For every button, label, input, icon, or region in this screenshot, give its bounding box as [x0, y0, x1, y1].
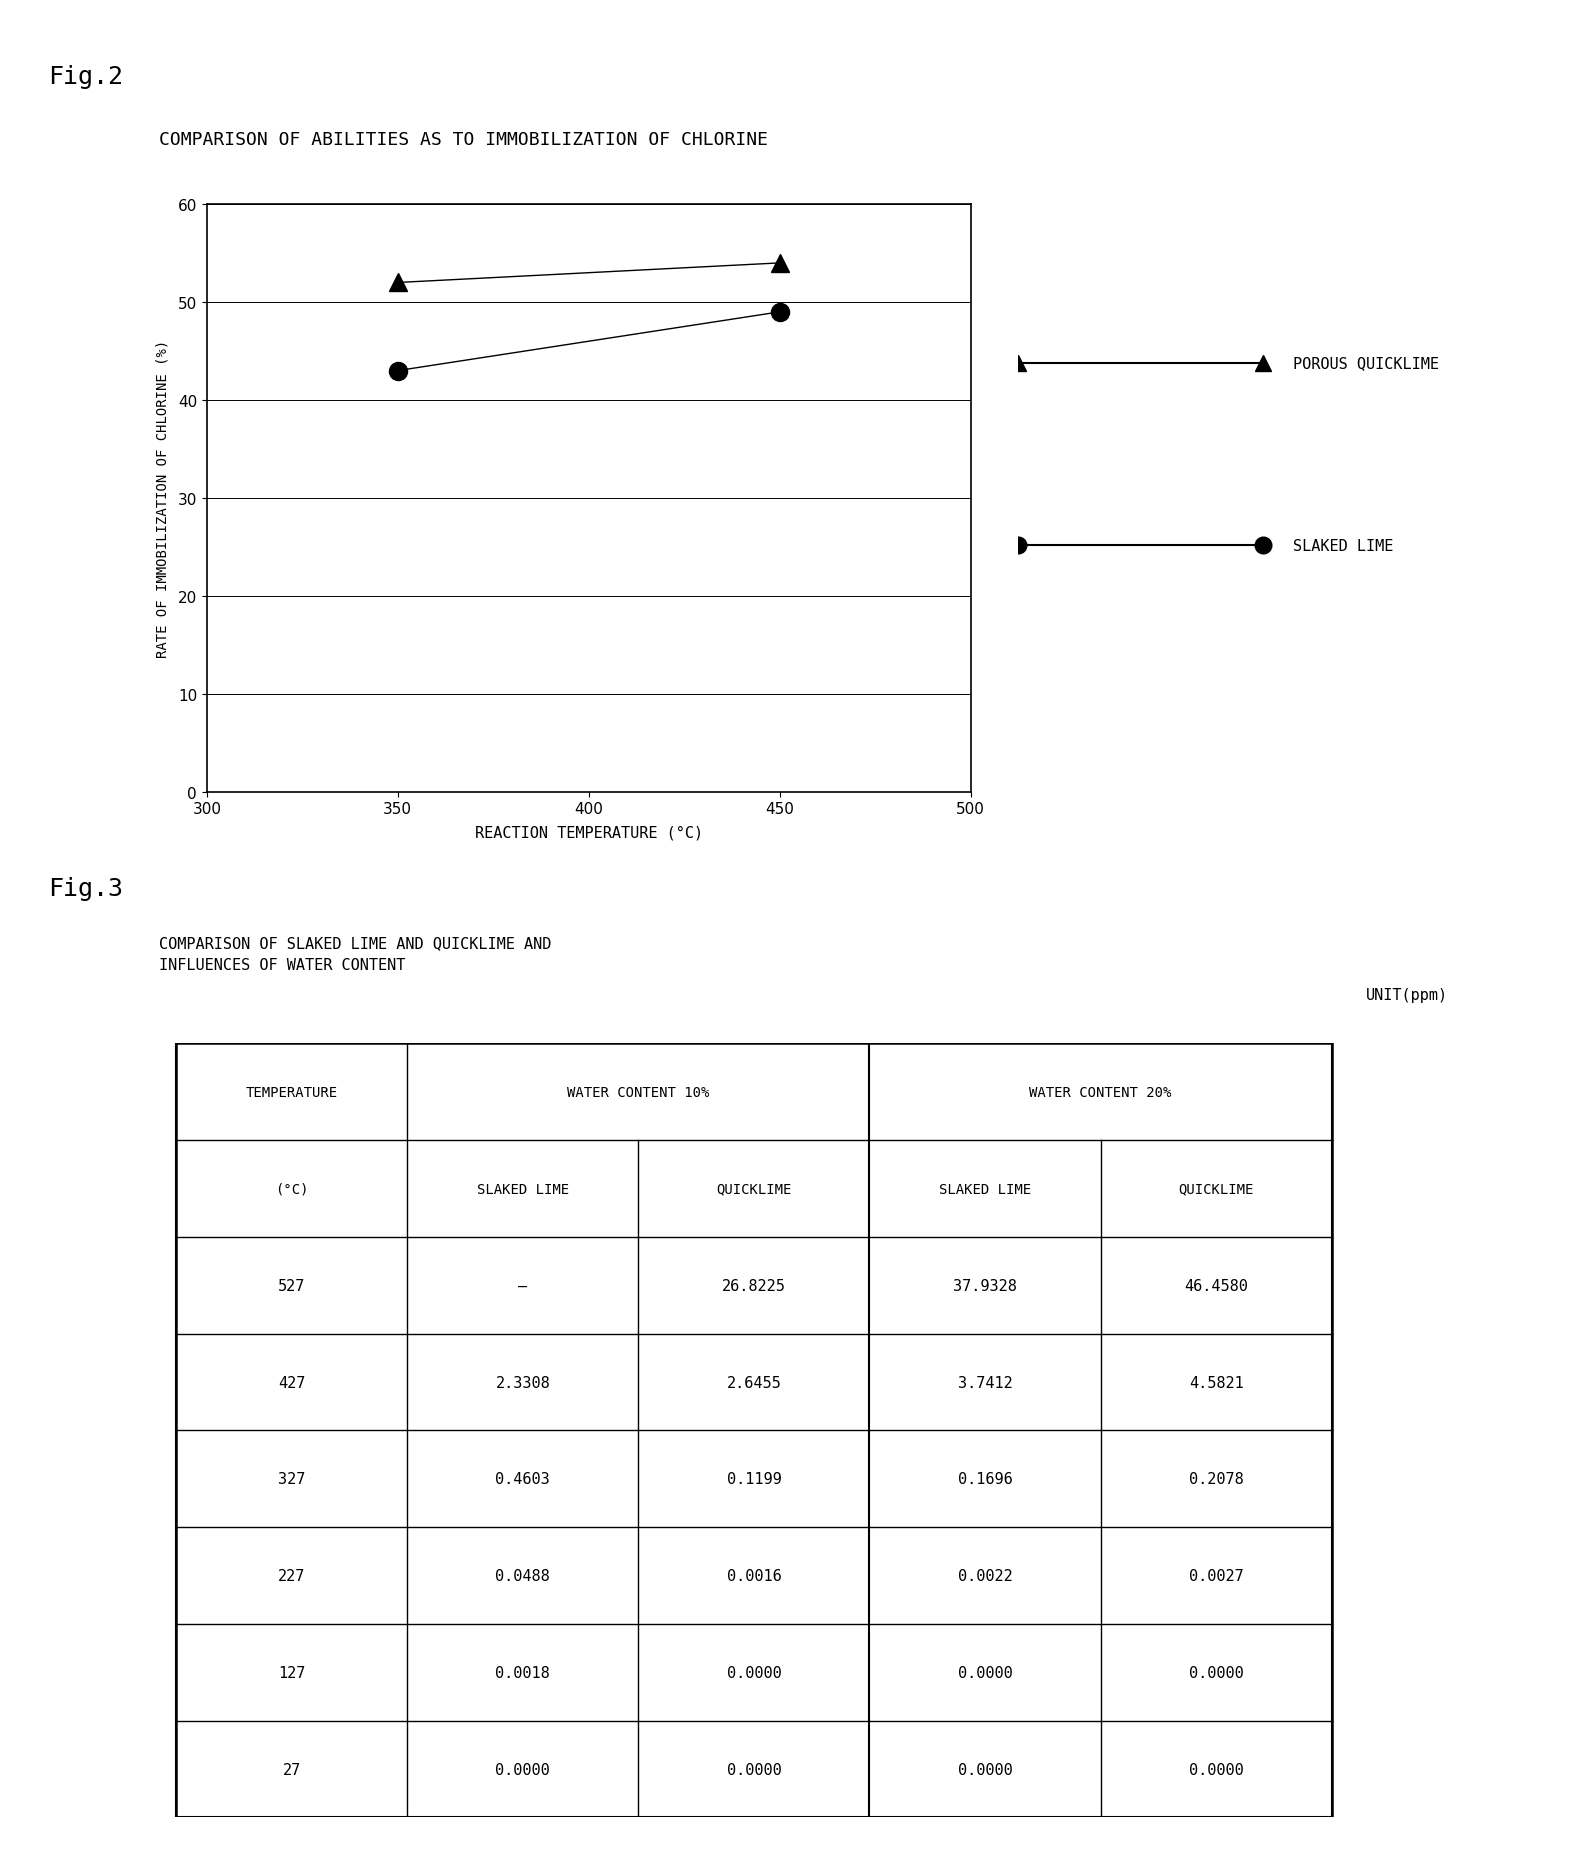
- Text: 527: 527: [278, 1279, 305, 1294]
- Text: 0.2078: 0.2078: [1188, 1471, 1244, 1486]
- Text: 27: 27: [283, 1761, 301, 1776]
- Text: 427: 427: [278, 1376, 305, 1391]
- Text: Fig.3: Fig.3: [48, 876, 123, 900]
- Text: WATER CONTENT 20%: WATER CONTENT 20%: [1029, 1085, 1171, 1100]
- Text: 0.0000: 0.0000: [1188, 1665, 1244, 1679]
- Text: QUICKLIME: QUICKLIME: [716, 1182, 792, 1197]
- Text: 0.0000: 0.0000: [727, 1761, 781, 1776]
- Text: (°C): (°C): [275, 1182, 309, 1197]
- Text: 0.0018: 0.0018: [495, 1665, 550, 1679]
- Text: SLAKED LIME: SLAKED LIME: [939, 1182, 1031, 1197]
- Text: 46.4580: 46.4580: [1184, 1279, 1247, 1294]
- Text: –: –: [519, 1279, 527, 1294]
- Text: UNIT(ppm): UNIT(ppm): [1365, 988, 1448, 1003]
- Text: 2.3308: 2.3308: [495, 1376, 550, 1391]
- Text: 0.0016: 0.0016: [727, 1568, 781, 1583]
- Text: 327: 327: [278, 1471, 305, 1486]
- Text: 227: 227: [278, 1568, 305, 1583]
- Text: 0.0022: 0.0022: [958, 1568, 1012, 1583]
- Text: 4.5821: 4.5821: [1188, 1376, 1244, 1391]
- Y-axis label: RATE OF IMMOBILIZATION OF CHLORINE (%): RATE OF IMMOBILIZATION OF CHLORINE (%): [156, 339, 169, 658]
- Text: 3.7412: 3.7412: [958, 1376, 1012, 1391]
- Text: 0.0000: 0.0000: [958, 1761, 1012, 1776]
- Text: 26.8225: 26.8225: [722, 1279, 786, 1294]
- Text: WATER CONTENT 10%: WATER CONTENT 10%: [568, 1085, 710, 1100]
- Text: POROUS QUICKLIME: POROUS QUICKLIME: [1293, 356, 1440, 371]
- Text: COMPARISON OF ABILITIES AS TO IMMOBILIZATION OF CHLORINE: COMPARISON OF ABILITIES AS TO IMMOBILIZA…: [159, 130, 768, 149]
- Text: SLAKED LIME: SLAKED LIME: [477, 1182, 570, 1197]
- Text: 0.0000: 0.0000: [495, 1761, 550, 1776]
- Text: 0.4603: 0.4603: [495, 1471, 550, 1486]
- Text: SLAKED LIME: SLAKED LIME: [1293, 539, 1394, 554]
- Text: Fig.2: Fig.2: [48, 65, 123, 89]
- Text: COMPARISON OF SLAKED LIME AND QUICKLIME AND
INFLUENCES OF WATER CONTENT: COMPARISON OF SLAKED LIME AND QUICKLIME …: [159, 936, 552, 973]
- Text: 0.0000: 0.0000: [958, 1665, 1012, 1679]
- Text: 0.0000: 0.0000: [727, 1665, 781, 1679]
- Text: 0.1199: 0.1199: [727, 1471, 781, 1486]
- Text: QUICKLIME: QUICKLIME: [1179, 1182, 1254, 1197]
- Text: 127: 127: [278, 1665, 305, 1679]
- Text: 0.1696: 0.1696: [958, 1471, 1012, 1486]
- FancyBboxPatch shape: [177, 1044, 1332, 1817]
- Text: 0.0027: 0.0027: [1188, 1568, 1244, 1583]
- Text: TEMPERATURE: TEMPERATURE: [245, 1085, 337, 1100]
- Text: 0.0488: 0.0488: [495, 1568, 550, 1583]
- Text: 2.6455: 2.6455: [727, 1376, 781, 1391]
- Text: 0.0000: 0.0000: [1188, 1761, 1244, 1776]
- Text: 37.9328: 37.9328: [953, 1279, 1017, 1294]
- X-axis label: REACTION TEMPERATURE (°C): REACTION TEMPERATURE (°C): [474, 826, 703, 841]
